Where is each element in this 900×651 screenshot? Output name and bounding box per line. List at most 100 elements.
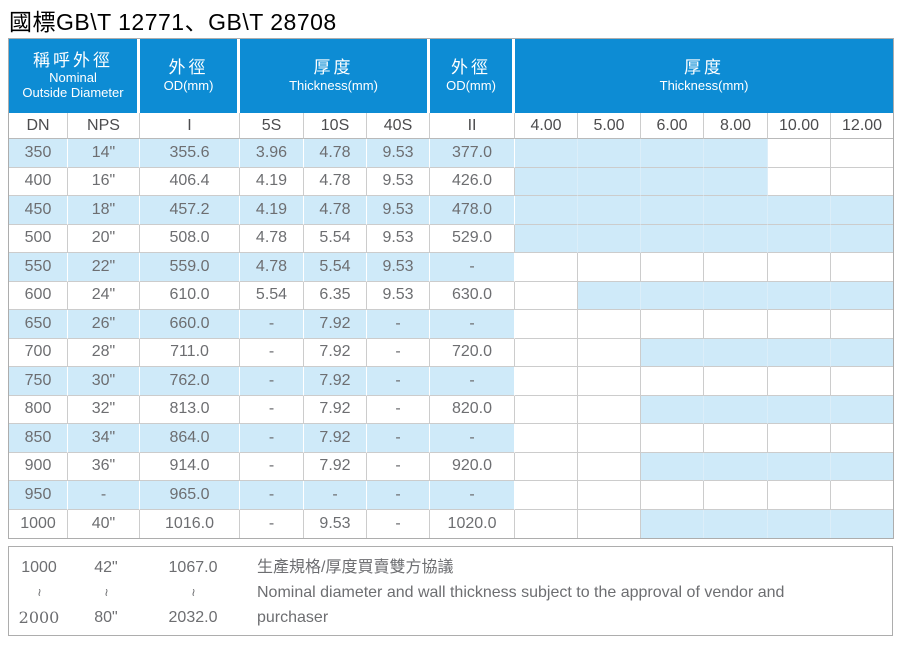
cell-thickness-availability [515, 509, 579, 538]
table-row: 550 22" 559.0 4.78 5.54 9.53- [9, 253, 894, 282]
cell-40s: - [367, 424, 431, 453]
cell-thickness-availability [515, 224, 579, 253]
cell-od-2: - [430, 367, 516, 396]
cell-thickness-availability [831, 310, 894, 339]
cell-dn: 450 [9, 196, 68, 225]
cell-od-2: 529.0 [430, 224, 516, 253]
cell-nps: 30" [68, 367, 140, 396]
header-od-2: 外徑 OD(mm) [430, 39, 516, 113]
cell-thickness-availability [768, 338, 832, 367]
header-thickness-2-en: Thickness(mm) [659, 78, 749, 94]
cell-40s: 9.53 [367, 281, 431, 310]
cell-thickness-availability [768, 224, 832, 253]
cell-10s: 5.54 [304, 224, 367, 253]
cell-thickness-availability [704, 452, 769, 481]
cell-thickness-availability [515, 424, 579, 453]
cell-thickness-availability [831, 395, 894, 424]
cell-thickness-availability [578, 281, 642, 310]
range-tilde-icon: ~ [185, 588, 202, 597]
page-title: 國標GB\T 12771、GB\T 28708 [9, 9, 337, 35]
cell-od-1: 406.4 [140, 167, 240, 196]
cell-thickness-availability [515, 452, 579, 481]
footer-od-from: 1067.0 [168, 559, 218, 576]
cell-thickness-availability [578, 253, 642, 282]
cell-thickness-availability [768, 253, 832, 282]
cell-od-2: - [430, 424, 516, 453]
cell-dn: 800 [9, 395, 68, 424]
footer-note: 生產規格/厚度買賣雙方協議 Nominal diameter and wall … [243, 547, 892, 630]
header-thickness-1: 厚度 Thickness(mm) [240, 39, 431, 113]
cell-thickness-availability [578, 509, 642, 538]
cell-od-1: 610.0 [140, 281, 240, 310]
cell-thickness-availability [578, 310, 642, 339]
cell-10s: 4.78 [304, 196, 367, 225]
footer-od-to: 2032.0 [168, 609, 218, 626]
header-nominal-zh: 稱呼外徑 [33, 50, 113, 70]
cell-10s: - [304, 481, 367, 510]
header-thickness-2-zh: 厚度 [684, 58, 725, 77]
table-row: 1000 40" 1016.0-9.53-1020.0 [9, 509, 894, 538]
cell-40s: 9.53 [367, 196, 431, 225]
cell-thickness-availability [704, 253, 769, 282]
header-od-2-zh: 外徑 [451, 58, 492, 77]
subheader-t5: 5.00 [578, 113, 642, 139]
cell-thickness-availability [831, 509, 894, 538]
header-od-2-en: OD(mm) [446, 78, 496, 94]
cell-od-1: 660.0 [140, 310, 240, 339]
header-group-row: 稱呼外徑 Nominal Outside Diameter 外徑 OD(mm) … [9, 39, 894, 113]
subheader-nps: NPS [68, 113, 140, 139]
cell-thickness-availability [641, 509, 705, 538]
cell-5s: 3.96 [240, 139, 304, 168]
cell-thickness-availability [831, 424, 894, 453]
cell-40s: 9.53 [367, 139, 431, 168]
cell-nps: 40" [68, 509, 140, 538]
footer-dn-from: 1000 [21, 559, 57, 576]
cell-40s: - [367, 452, 431, 481]
header-nominal-outside-diameter: 稱呼外徑 Nominal Outside Diameter [9, 39, 140, 113]
cell-od-2: 1020.0 [430, 509, 516, 538]
cell-od-1: 355.6 [140, 139, 240, 168]
cell-10s: 6.35 [304, 281, 367, 310]
cell-thickness-availability [641, 139, 705, 168]
cell-10s: 7.92 [304, 338, 367, 367]
cell-od-1: 762.0 [140, 367, 240, 396]
header-od-1-en: OD(mm) [163, 78, 214, 94]
cell-od-2: - [430, 253, 516, 282]
cell-thickness-availability [704, 509, 769, 538]
subheader-dn: DN [9, 113, 68, 139]
cell-thickness-availability [768, 424, 832, 453]
cell-40s: - [367, 509, 431, 538]
cell-thickness-availability [704, 395, 769, 424]
cell-thickness-availability [641, 310, 705, 339]
subheader-t12: 12.00 [831, 113, 894, 139]
cell-od-1: 965.0 [140, 481, 240, 510]
cell-thickness-availability [768, 395, 832, 424]
cell-nps: 32" [68, 395, 140, 424]
cell-thickness-availability [704, 139, 769, 168]
cell-40s: 9.53 [367, 253, 431, 282]
cell-od-2: 377.0 [430, 139, 516, 168]
cell-dn: 600 [9, 281, 68, 310]
cell-thickness-availability [515, 395, 579, 424]
cell-40s: 9.53 [367, 224, 431, 253]
subheader-40s: 40S [367, 113, 431, 139]
cell-thickness-availability [578, 224, 642, 253]
cell-thickness-availability [515, 196, 579, 225]
table-row: 850 34" 864.0-7.92- - [9, 424, 894, 453]
cell-10s: 9.53 [304, 509, 367, 538]
table-body: 350 14" 355.6 3.96 4.78 9.53 377.0 400 16" 406.4 4… [9, 139, 894, 538]
cell-5s: 4.78 [240, 224, 304, 253]
cell-od-1: 864.0 [140, 424, 240, 453]
cell-5s: - [240, 509, 304, 538]
cell-thickness-availability [768, 310, 832, 339]
cell-thickness-availability [515, 367, 579, 396]
cell-thickness-availability [768, 196, 832, 225]
cell-thickness-availability [704, 310, 769, 339]
cell-thickness-availability [831, 452, 894, 481]
cell-nps: 14" [68, 139, 140, 168]
footer-note-en: Nominal diameter and wall thickness subj… [257, 584, 785, 626]
cell-thickness-availability [768, 167, 832, 196]
cell-thickness-availability [704, 338, 769, 367]
header-nominal-en2: Outside Diameter [22, 85, 124, 101]
